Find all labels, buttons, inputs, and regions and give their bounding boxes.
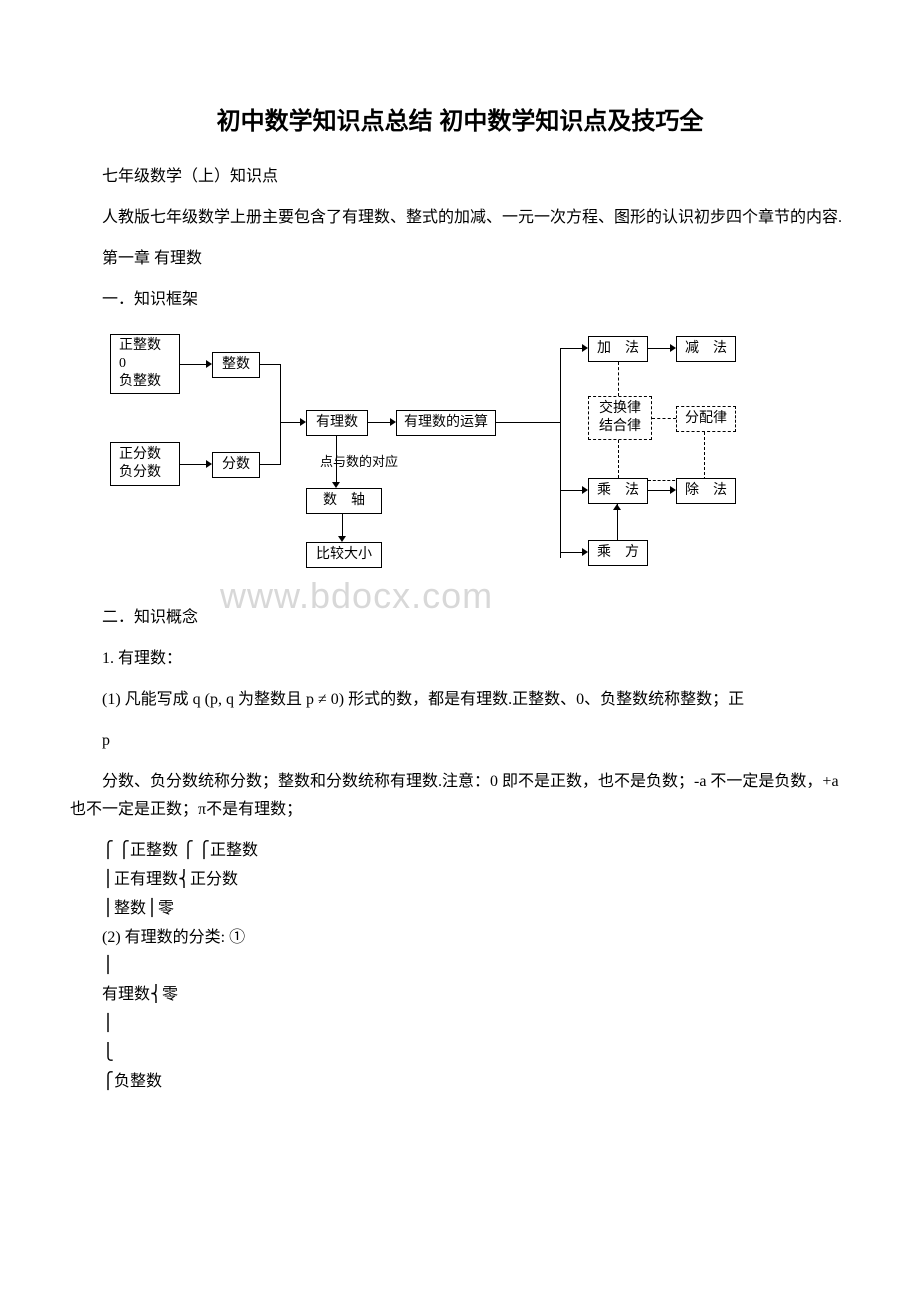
class-l1: ⎧ ⎧正整数 ⎧ ⎧正整数	[70, 837, 850, 866]
box-distributive: 分配律	[676, 406, 736, 432]
classification-block: ⎧ ⎧正整数 ⎧ ⎧正整数 ⎪正有理数⎨正分数 ⎪整数⎪零 (2) 有理数的分类…	[70, 837, 850, 1096]
chapter-heading: 第一章 有理数	[70, 245, 850, 274]
box-fractions-l2: 负分数	[119, 464, 161, 482]
class-l3: ⎪整数⎪零	[70, 895, 850, 924]
item-1-1-part1: (1) 凡能写成 q (p, q 为整数且 p ≠ 0) 形式的数，都是有理数.…	[70, 686, 850, 715]
section-heading-1: 一．知识框架	[70, 286, 850, 315]
item-1-heading: 1. 有理数：	[70, 645, 850, 674]
box-power: 乘 方	[588, 540, 648, 566]
box-number-line: 数 轴	[306, 488, 382, 514]
section-heading-2: 二．知识概念	[70, 604, 850, 633]
knowledge-diagram: 正整数 0 负整数 整数 正分数 负分数 分数 有理数 有理数的运算 点与数的对…	[110, 334, 770, 594]
class-l8: ⎩	[70, 1039, 850, 1068]
box-division: 除 法	[676, 478, 736, 504]
box-operations: 有理数的运算	[396, 410, 496, 436]
box-integer-label: 整数	[212, 352, 260, 378]
box-fractions-l1: 正分数	[119, 446, 161, 464]
box-multiplication: 乘 法	[588, 478, 648, 504]
box-laws: 交换律 结合律	[588, 396, 652, 440]
box-rational: 有理数	[306, 410, 368, 436]
label-point-number: 点与数的对应	[320, 450, 398, 473]
box-laws-l1: 交换律	[599, 400, 641, 418]
paragraph-subtitle: 七年级数学（上）知识点	[70, 163, 850, 192]
class-l9: ⎧负整数	[70, 1068, 850, 1097]
paragraph-intro: 人教版七年级数学上册主要包含了有理数、整式的加减、一元一次方程、图形的认识初步四…	[70, 204, 850, 233]
item-1-1-p: p	[70, 727, 850, 756]
box-subtraction: 减 法	[676, 336, 736, 362]
box-addition: 加 法	[588, 336, 648, 362]
box-integers-l3: 负整数	[119, 373, 161, 391]
class-l2: ⎪正有理数⎨正分数	[70, 866, 850, 895]
page-title: 初中数学知识点总结 初中数学知识点及技巧全	[70, 100, 850, 143]
box-laws-l2: 结合律	[599, 418, 641, 436]
box-integers-l1: 正整数	[119, 337, 161, 355]
class-l6: 有理数⎨零	[70, 981, 850, 1010]
box-integers-l2: 0	[119, 355, 126, 373]
box-fractions: 正分数 负分数	[110, 442, 180, 486]
knowledge-diagram-wrap: 正整数 0 负整数 整数 正分数 负分数 分数 有理数 有理数的运算 点与数的对…	[110, 334, 850, 594]
class-l7: ⎪	[70, 1010, 850, 1039]
class-l4: (2) 有理数的分类: ①	[70, 924, 850, 953]
box-fraction-label: 分数	[212, 452, 260, 478]
box-compare: 比较大小	[306, 542, 382, 568]
class-l5: ⎪	[70, 952, 850, 981]
box-integers: 正整数 0 负整数	[110, 334, 180, 394]
item-1-1-part2: 分数、负分数统称分数；整数和分数统称有理数.注意：0 即不是正数，也不是负数；-…	[70, 768, 850, 826]
